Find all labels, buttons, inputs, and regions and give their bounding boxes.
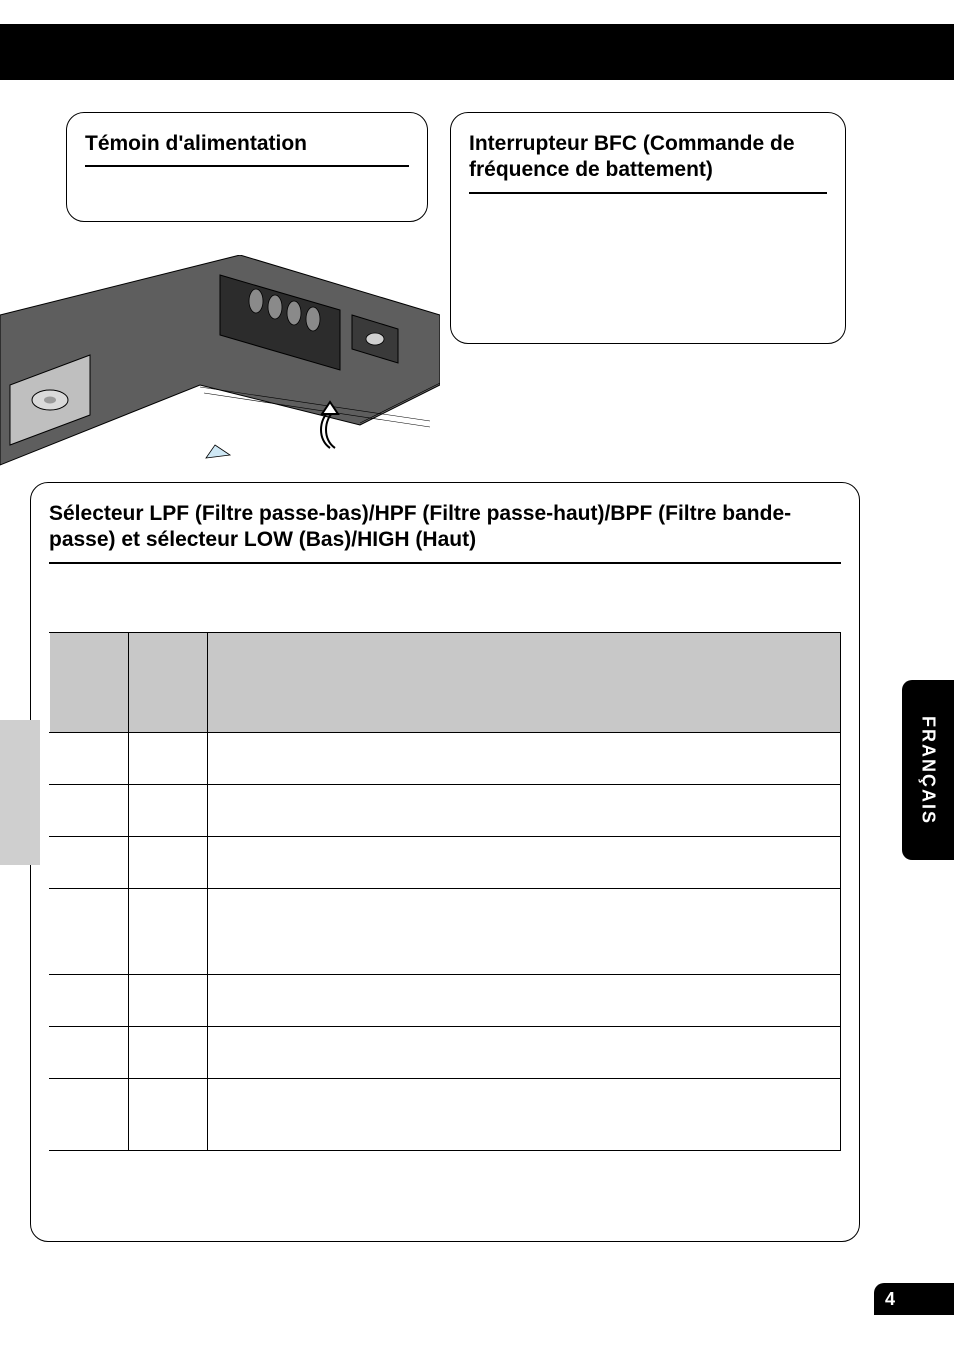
language-tab-label: FRANÇAIS [918, 716, 939, 825]
table-row [50, 888, 841, 974]
filter-table [49, 632, 841, 1151]
box-filter-selector: Sélecteur LPF (Filtre passe-bas)/HPF (Fi… [30, 482, 860, 1242]
box-bfc-switch-title: Interrupteur BFC (Commande de fréquence … [469, 131, 827, 194]
device-illustration [0, 255, 440, 480]
page-number: 4 [874, 1283, 906, 1315]
header-black-bar [0, 24, 954, 80]
table-header-cell [50, 632, 129, 732]
table-row [50, 1026, 841, 1078]
table-header-cell [129, 632, 208, 732]
table-row [50, 1078, 841, 1150]
box-power-led: Témoin d'alimentation [66, 112, 428, 222]
table-row [50, 732, 841, 784]
page-number-strip [906, 1283, 954, 1315]
table-header-cell [208, 632, 841, 732]
left-gray-bleed [0, 720, 40, 865]
table-row [50, 836, 841, 888]
page-number-value: 4 [885, 1289, 895, 1310]
table-header-row [50, 632, 841, 732]
page: Témoin d'alimentation Interrupteur BFC (… [0, 0, 954, 1355]
box-bfc-switch: Interrupteur BFC (Commande de fréquence … [450, 112, 846, 344]
filter-table-wrap [49, 632, 841, 1151]
indicator-triangle [206, 445, 230, 458]
table-row [50, 784, 841, 836]
box-filter-selector-title: Sélecteur LPF (Filtre passe-bas)/HPF (Fi… [49, 501, 841, 564]
box-power-led-title: Témoin d'alimentation [85, 131, 409, 167]
device-screw-center [44, 397, 56, 404]
curved-arrow-icon [310, 400, 350, 450]
table-row [50, 974, 841, 1026]
bfc-switch-tip [366, 333, 384, 345]
language-tab: FRANÇAIS [902, 680, 954, 860]
